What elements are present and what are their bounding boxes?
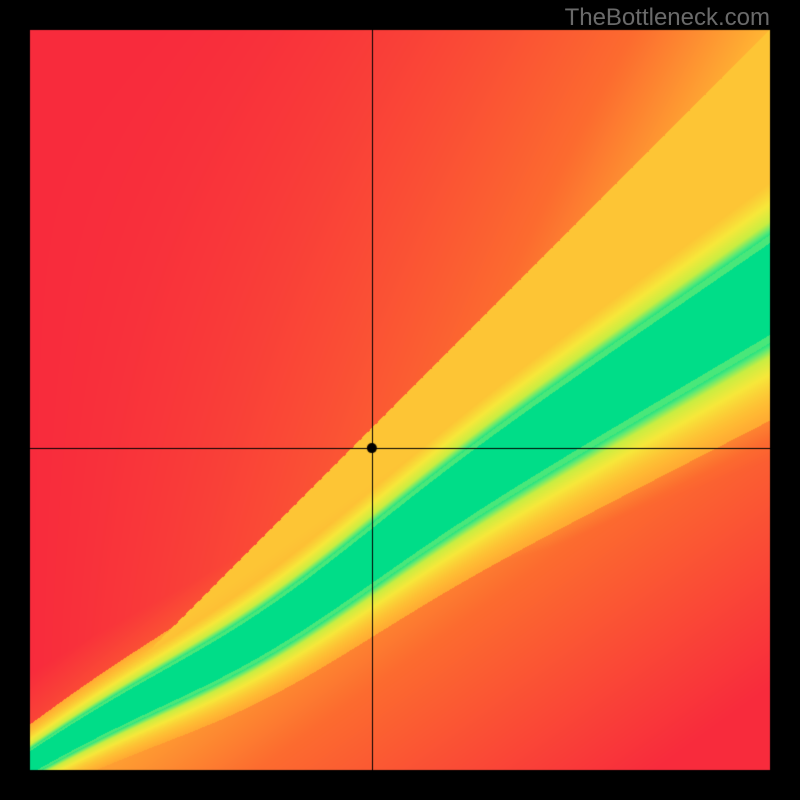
watermark-text: TheBottleneck.com	[565, 4, 770, 32]
bottleneck-heatmap	[0, 0, 800, 800]
chart-container: { "chart": { "type": "heatmap", "canvas_…	[0, 0, 800, 800]
